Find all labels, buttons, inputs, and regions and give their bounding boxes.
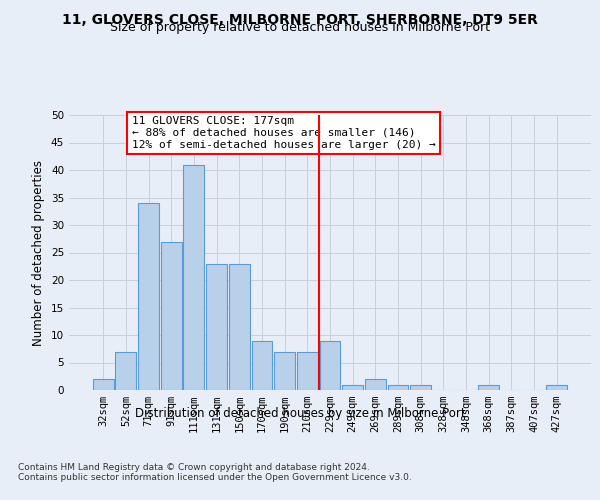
Bar <box>365 379 386 390</box>
Bar <box>547 384 567 390</box>
Text: Size of property relative to detached houses in Milborne Port: Size of property relative to detached ho… <box>110 22 490 35</box>
Bar <box>184 164 205 390</box>
Bar <box>206 264 227 390</box>
Bar <box>138 203 159 390</box>
Bar <box>342 384 363 390</box>
Text: Contains public sector information licensed under the Open Government Licence v3: Contains public sector information licen… <box>18 473 412 482</box>
Bar <box>161 242 182 390</box>
Bar <box>297 352 318 390</box>
Bar <box>115 352 136 390</box>
Bar <box>229 264 250 390</box>
Bar <box>320 340 340 390</box>
Bar <box>410 384 431 390</box>
Text: Contains HM Land Registry data © Crown copyright and database right 2024.: Contains HM Land Registry data © Crown c… <box>18 464 370 472</box>
Bar <box>478 384 499 390</box>
Bar <box>388 384 409 390</box>
Text: 11 GLOVERS CLOSE: 177sqm
← 88% of detached houses are smaller (146)
12% of semi-: 11 GLOVERS CLOSE: 177sqm ← 88% of detach… <box>131 116 436 150</box>
Bar <box>274 352 295 390</box>
Bar <box>93 379 113 390</box>
Y-axis label: Number of detached properties: Number of detached properties <box>32 160 46 346</box>
Text: 11, GLOVERS CLOSE, MILBORNE PORT, SHERBORNE, DT9 5ER: 11, GLOVERS CLOSE, MILBORNE PORT, SHERBO… <box>62 12 538 26</box>
Bar <box>251 340 272 390</box>
Text: Distribution of detached houses by size in Milborne Port: Distribution of detached houses by size … <box>134 408 466 420</box>
